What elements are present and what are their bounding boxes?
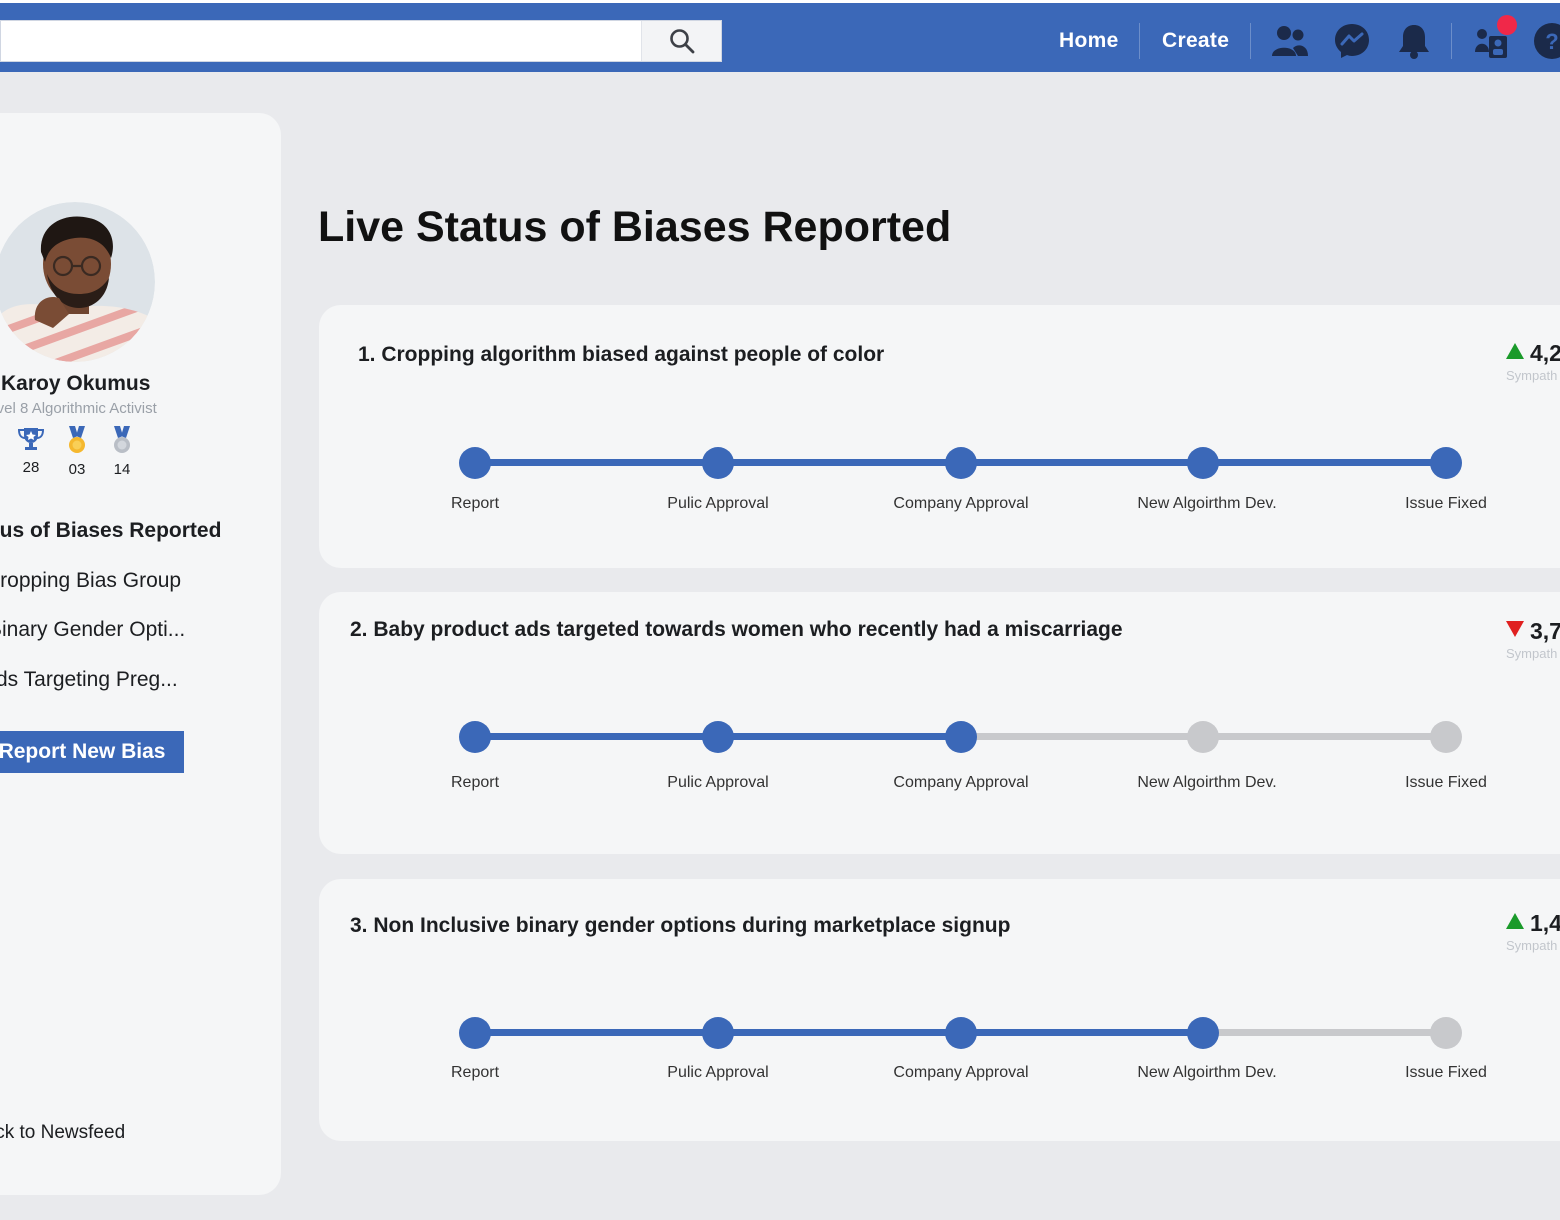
sympathy-count: 3,7 (1530, 618, 1560, 644)
bias-card[interactable]: 1. Cropping algorithm biased against peo… (319, 305, 1560, 568)
back-to-newsfeed-link[interactable]: Back to Newsfeed (0, 1122, 126, 1143)
progress-track-segment (961, 1029, 1203, 1036)
progress-step-dot (945, 1017, 977, 1049)
gold-medal-icon (69, 426, 85, 453)
progress-step-label: Company Approval (893, 495, 1029, 512)
progress-track-segment (475, 1029, 718, 1036)
progress-step-label: Company Approval (893, 1064, 1029, 1081)
svg-text:?: ? (1545, 29, 1558, 54)
progress-track-segment (1203, 1029, 1446, 1036)
progress-step-dot (1187, 721, 1219, 753)
progress-step-label: New Algoirthm Dev. (1137, 774, 1277, 791)
nav-home-link[interactable]: Home (1059, 29, 1119, 52)
sympathy-label: Sympath (1506, 368, 1558, 383)
bell-icon[interactable] (1394, 21, 1434, 61)
bias-card-title: 1. Cropping algorithm biased against peo… (358, 343, 885, 366)
sympathy-stat: 3,7 Sympath (1506, 618, 1560, 661)
progress-track-segment (961, 459, 1203, 466)
search-box (0, 20, 722, 62)
page-title: Live Status of Biases Reported (318, 203, 952, 251)
friends-icon[interactable] (1270, 21, 1310, 61)
progress-step-dot (1430, 447, 1462, 479)
badge-trophy: 28 (11, 426, 51, 476)
search-icon (669, 29, 694, 54)
progress-track-segment (718, 733, 961, 740)
group-icon[interactable] (1472, 21, 1512, 61)
progress-step-label: New Algoirthm Dev. (1137, 1064, 1277, 1081)
progress-track-segment (718, 1029, 961, 1036)
badge-gold-medal: 03 (57, 426, 97, 478)
progress-step-label: Report (450, 774, 500, 791)
user-name: Karoy Okumus (1, 372, 151, 395)
progress-step-dot (702, 447, 734, 479)
sympathy-count: 4,2 (1530, 340, 1560, 366)
progress-step-label: Pulic Approval (667, 495, 769, 512)
user-level: Level 8 Algorithmic Activist (0, 400, 157, 417)
progress-track-segment (1203, 459, 1446, 466)
progress-step-dot (1430, 721, 1462, 753)
progress-step-dot (702, 1017, 734, 1049)
bias-card-title: 3. Non Inclusive binary gender options d… (350, 914, 1011, 937)
progress-step-dot (459, 1017, 491, 1049)
progress-step-label: Issue Fixed (1405, 495, 1487, 512)
progress-step-dot (459, 447, 491, 479)
nav-divider (1250, 23, 1251, 59)
nav-create-link[interactable]: Create (1162, 29, 1230, 52)
progress-track-segment (475, 733, 718, 740)
report-new-bias-button[interactable]: Report New Bias (0, 731, 184, 773)
progress-track-segment (475, 459, 718, 466)
top-navigation-bar: Home Create (0, 0, 1560, 72)
notification-dot (1497, 15, 1517, 35)
progress-step-label: Issue Fixed (1405, 1064, 1487, 1081)
sidebar-item-ads-targeting[interactable]: Ads Targeting Preg... (0, 668, 178, 691)
progress-step-label: Company Approval (893, 774, 1029, 791)
badge-silver-medal: 14 (102, 426, 142, 478)
progress-step-dot (1187, 1017, 1219, 1049)
messenger-icon[interactable] (1332, 21, 1372, 61)
badge-count: 28 (22, 459, 40, 476)
progress-step-dot (459, 721, 491, 753)
progress-step-dot (945, 721, 977, 753)
bias-card-title: 2. Baby product ads targeted towards wom… (350, 618, 1123, 641)
sympathy-label: Sympath (1506, 646, 1558, 661)
help-icon[interactable]: ? (1532, 21, 1560, 61)
progress-step-label: Report (450, 1064, 500, 1081)
progress-step-dot (1430, 1017, 1462, 1049)
progress-track-segment (1203, 733, 1446, 740)
progress-step-label: Pulic Approval (667, 774, 769, 791)
avatar[interactable] (0, 202, 155, 362)
progress-step-label: Issue Fixed (1405, 774, 1487, 791)
nav-divider (1451, 23, 1452, 59)
bias-card[interactable]: 2. Baby product ads targeted towards wom… (319, 592, 1560, 854)
progress-step-dot (945, 447, 977, 479)
trophy-icon (17, 428, 45, 450)
sympathy-label: Sympath (1506, 938, 1558, 953)
progress-step-label: Pulic Approval (667, 1064, 769, 1081)
badge-count: 14 (113, 461, 131, 478)
sympathy-stat: 1,4 Sympath (1506, 910, 1560, 953)
progress-step-dot (1187, 447, 1219, 479)
sidebar-item-cropping-bias[interactable]: Cropping Bias Group (0, 569, 182, 592)
trend-up-icon (1506, 343, 1524, 359)
progress-track-segment (718, 459, 961, 466)
progress-track-segment (961, 733, 1203, 740)
progress-step-label: New Algoirthm Dev. (1137, 495, 1277, 512)
search-input[interactable] (1, 21, 641, 61)
progress-step-dot (702, 721, 734, 753)
sympathy-count: 1,4 (1530, 910, 1560, 936)
badge-count: 03 (68, 461, 86, 478)
trend-down-icon (1506, 621, 1524, 637)
silver-medal-icon (114, 426, 130, 453)
progress-step-label: Report (450, 495, 500, 512)
nav-divider (1139, 23, 1140, 59)
search-button[interactable] (641, 21, 721, 61)
sympathy-stat: 4,2 Sympath (1506, 340, 1560, 383)
sidebar-heading: Status of Biases Reported (0, 519, 222, 542)
bias-card[interactable]: 3. Non Inclusive binary gender options d… (319, 879, 1560, 1141)
sidebar-item-binary-gender[interactable]: Binary Gender Opti... (0, 618, 186, 641)
trend-up-icon (1506, 913, 1524, 929)
